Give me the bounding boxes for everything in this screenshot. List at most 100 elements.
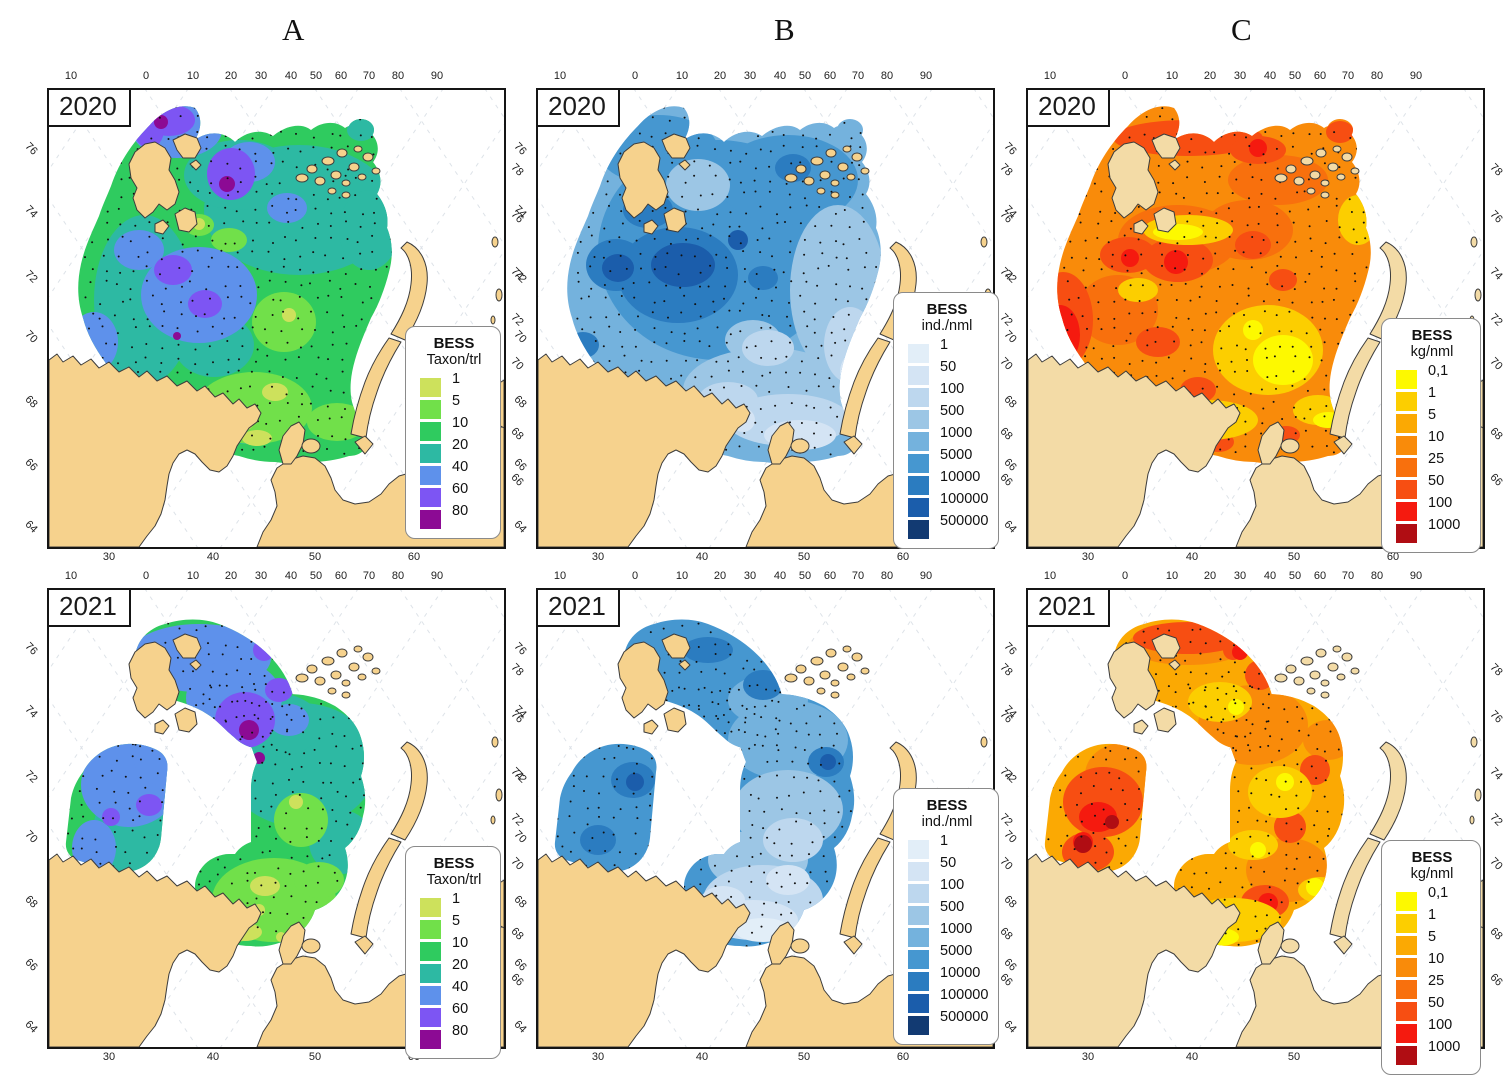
legend-value: 100	[940, 876, 965, 893]
legend-entry: 100	[904, 877, 990, 906]
axis-tick-top: 70	[851, 70, 865, 82]
axis-tick-top: 10	[186, 570, 200, 582]
axis-tick-right: 76	[1487, 708, 1505, 726]
legend-title: BESS	[433, 335, 475, 352]
legend-entry: 5	[416, 393, 492, 422]
axis-tick-right: 66	[997, 471, 1015, 489]
legend-swatch	[1396, 479, 1417, 499]
axis-tick-left: 64	[1001, 1018, 1019, 1036]
legend-value: 25	[1428, 972, 1445, 989]
axis-tick-right: 68	[1487, 925, 1505, 943]
legend-entry: 60	[416, 1001, 492, 1030]
axis-tick-top: 70	[1341, 570, 1355, 582]
axis-tick-top: 10	[553, 570, 567, 582]
legend-value: 25	[1428, 450, 1445, 467]
legend-swatch	[1396, 957, 1417, 977]
legend-swatch	[1396, 1045, 1417, 1065]
legend-entry: 100	[904, 381, 990, 410]
map-panel-a-2020: 2020 10 0 10 20 30 40 50 60 70 80 90 30 40 50 60 76 74 72…	[23, 70, 526, 563]
map-canvas	[49, 590, 504, 1047]
column-header-b: B	[774, 12, 795, 47]
legend-title: BESS	[1411, 327, 1453, 344]
legend-unit: Taxon/trl	[426, 352, 482, 369]
legend-entry: 20	[416, 957, 492, 986]
axis-tick-top: 80	[391, 570, 405, 582]
axis-tick-right: 78	[508, 661, 526, 679]
legend-swatch	[420, 1007, 441, 1027]
axis-tick-top: 20	[713, 70, 727, 82]
legend-value: 100	[1428, 494, 1453, 511]
legend-swatch	[1396, 391, 1417, 411]
axis-tick-left: 66	[511, 456, 529, 474]
axis-tick-right: 66	[1487, 971, 1505, 989]
axis-tick-top: 10	[675, 70, 689, 82]
legend-abundance: BESS ind./nml 1 50 100 500 1000 5000 10000 100000…	[893, 292, 999, 549]
axis-tick-bottom: 60	[1386, 551, 1400, 563]
axis-tick-left: 70	[511, 328, 529, 346]
legend-entry: 50	[1392, 473, 1472, 502]
axis-tick-top: 40	[284, 70, 298, 82]
axis-tick-top: 10	[1165, 570, 1179, 582]
legend-value: 80	[452, 502, 469, 519]
axis-tick-left: 68	[22, 893, 40, 911]
legend-swatch	[908, 365, 929, 385]
legend-value: 5	[452, 392, 461, 409]
axis-tick-left: 64	[22, 1018, 40, 1036]
axis-tick-right: 76	[1487, 208, 1505, 226]
legend-value: 1	[940, 336, 949, 353]
axis-tick-right: 78	[1487, 161, 1505, 179]
legend-swatch	[1396, 1001, 1417, 1021]
axis-tick-top: 10	[64, 70, 78, 82]
legend-value: 40	[452, 458, 469, 475]
axis-tick-right: 74	[1487, 765, 1505, 783]
legend-value: 10	[1428, 950, 1445, 967]
axis-tick-right: 72	[997, 311, 1015, 329]
year-label: 2020	[47, 88, 131, 127]
legend-entry: 1	[416, 891, 492, 920]
legend-swatch	[908, 431, 929, 451]
axis-tick-left: 76	[1001, 140, 1019, 158]
axis-tick-top: 40	[1263, 570, 1277, 582]
legend-value: 50	[940, 854, 957, 871]
legend-entry: 500000	[904, 513, 990, 542]
axis-tick-top: 10	[1165, 70, 1179, 82]
axis-tick-top: 50	[309, 570, 323, 582]
axis-tick-top: 40	[284, 570, 298, 582]
axis-tick-top: 50	[798, 70, 812, 82]
legend-unit: Taxon/trl	[426, 872, 482, 889]
legend-value: 5	[1428, 928, 1437, 945]
axis-tick-top: 30	[743, 70, 757, 82]
legend-swatch	[420, 399, 441, 419]
legend-value: 1000	[940, 920, 973, 937]
legend-entry: 10000	[904, 469, 990, 498]
legend-value: 100	[940, 380, 965, 397]
axis-tick-bottom: 60	[896, 551, 910, 563]
axis-tick-bottom: 30	[1081, 1051, 1095, 1063]
legend-swatch	[908, 387, 929, 407]
axis-tick-right: 70	[508, 855, 526, 873]
legend-swatch	[908, 993, 929, 1013]
axis-tick-left: 70	[511, 828, 529, 846]
year-label: 2020	[1026, 88, 1110, 127]
axis-tick-bottom: 40	[1185, 551, 1199, 563]
axis-tick-bottom: 60	[407, 551, 421, 563]
axis-tick-left: 68	[511, 393, 529, 411]
axis-tick-left: 66	[22, 956, 40, 974]
legend-entry: 100	[1392, 1017, 1472, 1046]
legend-swatch	[1396, 369, 1417, 389]
axis-tick-bottom: 50	[797, 551, 811, 563]
legend-swatch	[1396, 435, 1417, 455]
legend-entry: 100000	[904, 987, 990, 1016]
legend-swatch	[908, 475, 929, 495]
legend-entry: 1	[1392, 385, 1472, 414]
axis-tick-right: 70	[997, 355, 1015, 373]
axis-tick-right: 72	[997, 811, 1015, 829]
axis-tick-top: 90	[430, 570, 444, 582]
axis-tick-left: 68	[22, 393, 40, 411]
axis-tick-bottom: 30	[102, 1051, 116, 1063]
legend-swatch	[908, 453, 929, 473]
axis-tick-bottom: 50	[308, 551, 322, 563]
axis-tick-top: 90	[919, 70, 933, 82]
axis-tick-bottom: 30	[102, 551, 116, 563]
